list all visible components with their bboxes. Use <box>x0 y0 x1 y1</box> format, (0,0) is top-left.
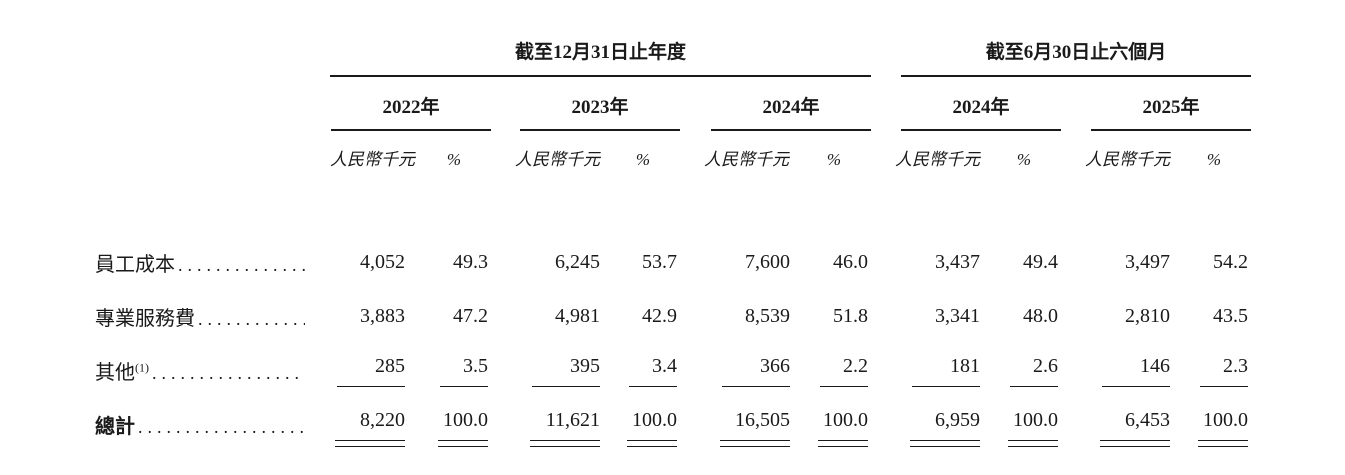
value-cell: 53.7 <box>642 251 677 274</box>
year-6m2025-label: 2025年 <box>1091 97 1252 131</box>
group-interim-title: 截至6月30日止六個月 <box>985 42 1167 63</box>
year-2022-label: 2022年 <box>331 97 491 131</box>
total-value-cell: 100.0 <box>1173 398 1251 452</box>
year-header-row: 2022年 2023年 2024年 2024年 2025年 <box>95 77 1252 131</box>
value-cell: 181 <box>871 344 983 398</box>
year-2023-cell: 2023年 <box>491 77 680 131</box>
unit-label: 人民幣千元 <box>330 149 415 169</box>
total-value-cell: 100.0 <box>983 398 1061 452</box>
year-6m2024-label: 2024年 <box>901 97 1062 131</box>
year-2022-cell: 2022年 <box>330 77 491 131</box>
value-cell: 7,600 <box>745 251 790 274</box>
value-cell: 6,245 <box>555 251 600 274</box>
value-cell: 3,437 <box>935 251 981 274</box>
empty-cell <box>95 42 330 77</box>
percent-label: % <box>1016 149 1032 169</box>
value-cell: 366 <box>680 344 793 398</box>
unit-cell: 人民幣千元 % <box>680 131 871 170</box>
row-label: 其他(1) <box>95 360 149 385</box>
unit-label: 人民幣千元 <box>895 149 981 169</box>
value-cell: 4,052 <box>360 251 405 274</box>
table-row-total: 總計 .....................................… <box>95 398 1251 452</box>
total-value-cell: 8,220 <box>330 398 408 452</box>
group-interim-cell: 截至6月30日止六個月 <box>871 42 1252 77</box>
value-cell: 2,810 <box>1125 305 1171 328</box>
year-2023-label: 2023年 <box>520 97 680 131</box>
group-annual-title: 截至12月31日止年度 <box>515 42 687 63</box>
value-cell: 3,883 <box>360 305 405 328</box>
value-cell: 43.5 <box>1213 305 1249 328</box>
total-label: 總計 <box>95 416 135 439</box>
value-cell: 47.2 <box>453 305 488 328</box>
unit-label: 人民幣千元 <box>704 149 789 169</box>
value-cell: 49.4 <box>1023 251 1059 274</box>
year-2024-cell: 2024年 <box>680 77 872 131</box>
dot-leader: ........................................ <box>138 417 305 438</box>
row-label-cell: 其他(1) ..................................… <box>95 344 330 398</box>
unit-header-row: 人民幣千元 % 人民幣千元 % 人民幣千元 % 人民幣千元 % <box>95 131 1251 170</box>
value-cell: 3,341 <box>935 305 981 328</box>
value-cell: 51.8 <box>833 305 869 328</box>
unit-cell: 人民幣千元 % <box>330 131 491 170</box>
row-label: 員工成本 <box>95 254 175 277</box>
total-value-cell: 100.0 <box>793 398 871 452</box>
value-cell: 54.2 <box>1213 251 1249 274</box>
value-cell: 395 <box>491 344 603 398</box>
value-cell: 3,497 <box>1125 251 1171 274</box>
value-cell: 49.3 <box>453 251 488 274</box>
dot-leader: ........................................ <box>198 309 305 330</box>
unit-label: 人民幣千元 <box>1085 149 1171 169</box>
dot-leader: ........................................ <box>152 363 305 384</box>
percent-label: % <box>635 149 650 169</box>
table-row-employee-costs: 員工成本 ...................................… <box>95 236 1251 290</box>
row-label-cell: 員工成本 ...................................… <box>95 236 330 290</box>
group-annual-cell: 截至12月31日止年度 <box>330 42 872 77</box>
value-cell: 8,539 <box>745 305 790 328</box>
empty-cell <box>95 77 330 131</box>
period-group-row: 截至12月31日止年度 截至6月30日止六個月 <box>95 42 1252 77</box>
row-label: 專業服務費 <box>95 308 195 331</box>
value-cell: 3.4 <box>603 344 680 398</box>
unit-cell: 人民幣千元 % <box>1061 131 1251 170</box>
table-row-professional-fees: 專業服務費 ..................................… <box>95 290 1251 344</box>
total-value-cell: 11,621 <box>491 398 603 452</box>
total-value-cell: 6,453 <box>1061 398 1173 452</box>
unit-cell: 人民幣千元 % <box>491 131 680 170</box>
total-value-cell: 16,505 <box>680 398 793 452</box>
value-cell: 42.9 <box>642 305 677 328</box>
percent-label: % <box>826 149 842 169</box>
value-cell: 2.6 <box>983 344 1061 398</box>
footnote-marker: (1) <box>135 360 149 375</box>
value-cell: 2.2 <box>793 344 871 398</box>
total-value-cell: 100.0 <box>408 398 491 452</box>
value-cell: 48.0 <box>1023 305 1059 328</box>
spacer-row <box>95 170 1251 236</box>
empty-cell <box>95 131 330 170</box>
cost-breakdown-table: 截至12月31日止年度 截至6月30日止六個月 2022年 2023年 2024… <box>95 42 1252 452</box>
total-value-cell: 100.0 <box>603 398 680 452</box>
row-label-cell: 專業服務費 ..................................… <box>95 290 330 344</box>
row-label-cell: 總計 .....................................… <box>95 398 330 452</box>
value-cell: 2.3 <box>1173 344 1251 398</box>
dot-leader: ........................................ <box>178 255 305 276</box>
value-cell: 4,981 <box>555 305 600 328</box>
value-cell: 285 <box>330 344 408 398</box>
table-row-others: 其他(1) ..................................… <box>95 344 1251 398</box>
percent-label: % <box>1206 149 1222 169</box>
year-6m2025-cell: 2025年 <box>1061 77 1252 131</box>
unit-cell: 人民幣千元 % <box>871 131 1061 170</box>
value-cell: 46.0 <box>833 251 869 274</box>
year-6m2024-cell: 2024年 <box>871 77 1062 131</box>
year-2024-label: 2024年 <box>711 97 872 131</box>
value-cell: 3.5 <box>408 344 491 398</box>
total-value-cell: 6,959 <box>871 398 983 452</box>
percent-label: % <box>446 149 461 169</box>
value-cell: 146 <box>1061 344 1173 398</box>
unit-label: 人民幣千元 <box>515 149 600 169</box>
